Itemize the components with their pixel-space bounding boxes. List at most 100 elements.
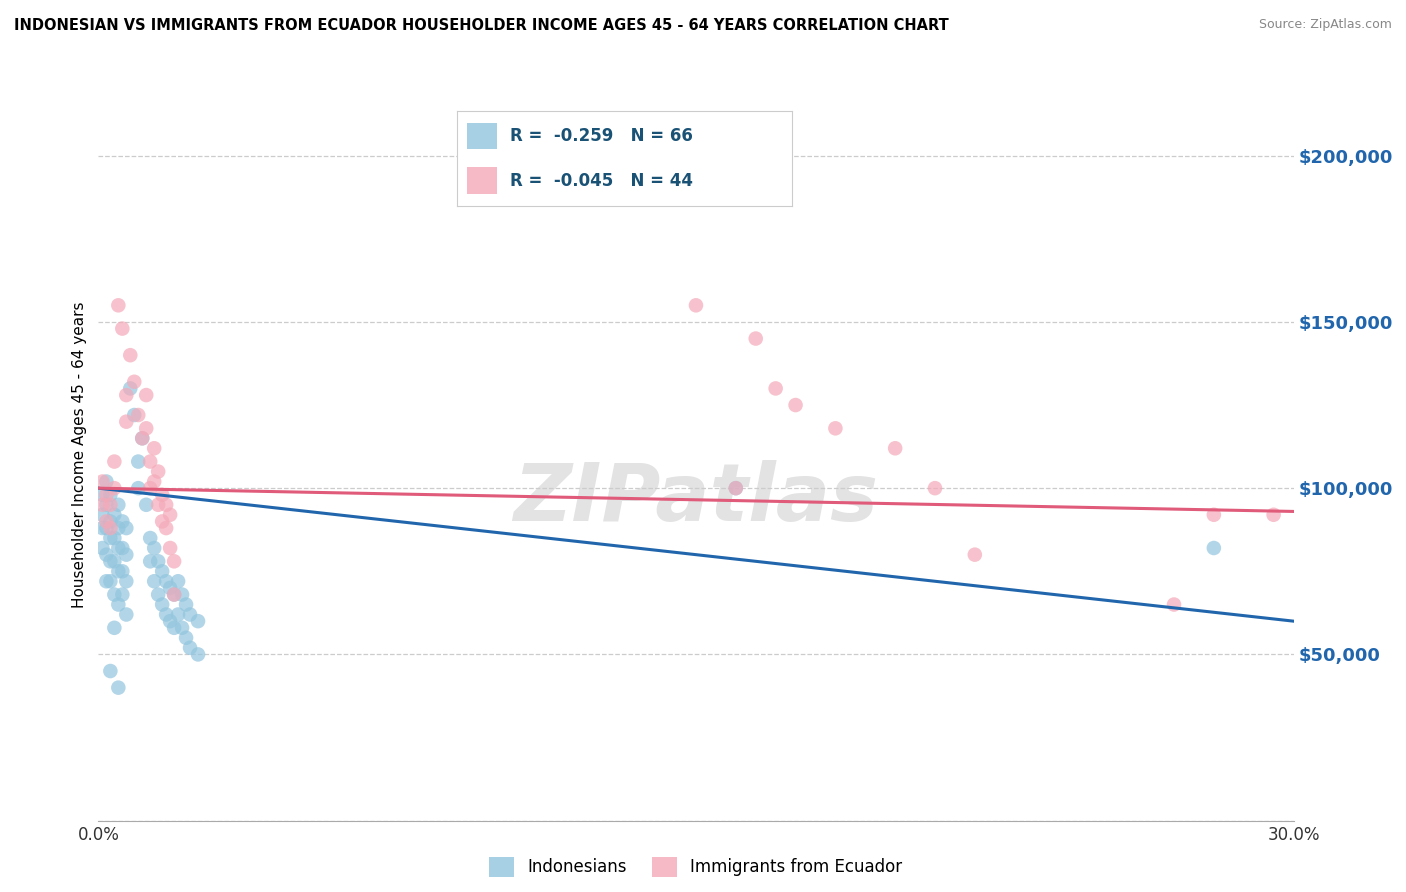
Point [155,498,177,512]
Point [96,574,118,589]
Point [107,298,129,312]
Point [139,454,162,468]
Point [91,498,114,512]
Point [1202,541,1225,555]
Point [785,398,807,412]
Point [159,581,181,595]
Point [103,531,125,545]
Point [98,488,122,502]
Point [115,388,138,402]
Point [163,554,186,568]
Point [103,588,125,602]
Point [120,381,142,395]
Point [131,431,153,445]
Point [98,531,122,545]
Point [765,381,787,395]
Point [187,648,209,662]
Y-axis label: Householder Income Ages 45 - 64 years: Householder Income Ages 45 - 64 years [72,301,87,608]
Point [148,498,170,512]
Point [724,481,747,495]
Point [107,681,129,695]
Point [124,375,146,389]
Point [115,607,138,622]
Point [111,515,134,529]
Point [148,465,170,479]
Point [115,548,138,562]
Point [111,321,134,335]
Point [111,564,134,578]
Point [120,348,142,362]
Point [111,541,134,555]
Point [135,498,157,512]
Point [91,521,114,535]
Point [96,548,118,562]
Point [163,621,186,635]
Point [143,541,166,555]
Point [1163,598,1185,612]
Point [103,481,125,495]
Point [150,488,173,502]
Point [148,554,170,568]
Point [924,481,946,495]
Point [103,621,125,635]
Point [143,574,166,589]
Point [107,564,129,578]
Point [163,588,186,602]
Point [115,574,138,589]
Text: Source: ZipAtlas.com: Source: ZipAtlas.com [1258,18,1392,31]
Point [963,548,986,562]
Point [98,515,122,529]
Point [143,475,166,489]
Point [96,488,118,502]
Point [179,640,201,655]
Point [155,574,177,589]
Point [179,607,201,622]
Point [107,521,129,535]
Point [91,508,114,522]
Point [745,332,768,346]
Point [824,421,846,435]
Point [159,508,181,522]
Point [1263,508,1285,522]
Point [163,588,186,602]
Point [159,614,181,628]
Point [139,531,162,545]
Point [135,388,157,402]
Point [103,454,125,468]
Point [155,607,177,622]
Point [139,481,162,495]
Point [685,298,707,312]
Point [96,521,118,535]
Point [127,481,149,495]
Point [150,515,173,529]
Point [167,607,190,622]
Point [98,664,122,678]
Point [150,564,173,578]
Point [1202,508,1225,522]
Point [91,488,114,502]
Point [96,498,118,512]
Point [187,614,209,628]
Point [139,554,162,568]
Point [135,421,157,435]
Point [131,431,153,445]
Point [91,541,114,555]
Point [884,442,907,456]
Point [174,598,197,612]
Point [150,598,173,612]
Legend: Indonesians, Immigrants from Ecuador: Indonesians, Immigrants from Ecuador [481,848,911,886]
Point [96,515,118,529]
Point [167,574,190,589]
Point [724,481,747,495]
Point [96,475,118,489]
Point [127,454,149,468]
Point [172,588,194,602]
Point [143,442,166,456]
Point [159,541,181,555]
Point [174,631,197,645]
Point [111,588,134,602]
Point [91,475,114,489]
Point [98,574,122,589]
Point [103,554,125,568]
Point [172,621,194,635]
